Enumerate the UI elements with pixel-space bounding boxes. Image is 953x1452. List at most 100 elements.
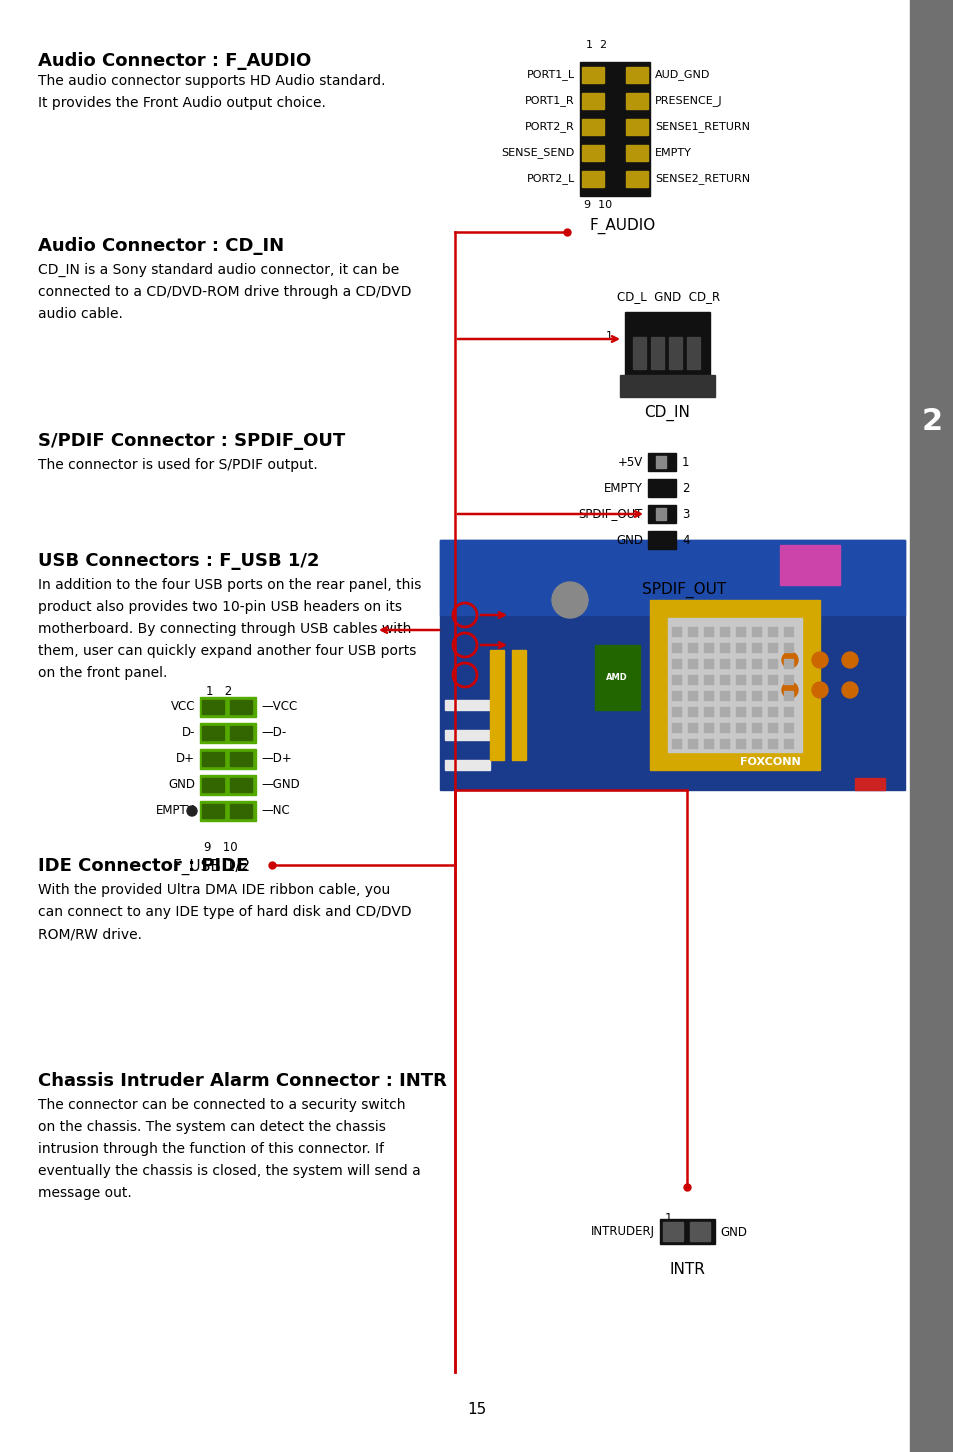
Bar — [735, 675, 744, 684]
Bar — [751, 643, 760, 652]
Bar — [767, 659, 776, 668]
Text: on the front panel.: on the front panel. — [38, 666, 167, 680]
Text: EMPTY: EMPTY — [655, 148, 691, 158]
Bar — [595, 645, 639, 710]
Bar — [751, 627, 760, 636]
Bar — [625, 171, 647, 187]
Bar — [783, 707, 792, 716]
Bar — [667, 619, 801, 752]
Bar — [671, 691, 680, 700]
Bar — [751, 707, 760, 716]
Bar — [200, 802, 255, 820]
Circle shape — [187, 806, 196, 816]
Bar — [720, 627, 728, 636]
Bar — [783, 643, 792, 652]
Text: The audio connector supports HD Audio standard.: The audio connector supports HD Audio st… — [38, 74, 385, 89]
Text: The connector is used for S/PDIF output.: The connector is used for S/PDIF output. — [38, 457, 317, 472]
Text: ROM/RW drive.: ROM/RW drive. — [38, 926, 142, 941]
Bar — [668, 337, 681, 369]
Bar — [687, 691, 697, 700]
Circle shape — [781, 652, 797, 668]
Bar — [512, 650, 525, 759]
Text: 15: 15 — [467, 1403, 486, 1417]
Bar — [671, 707, 680, 716]
Text: audio cable.: audio cable. — [38, 306, 123, 321]
Text: 9  10: 9 10 — [583, 200, 612, 211]
Bar — [767, 643, 776, 652]
Bar — [703, 627, 712, 636]
Bar — [581, 171, 603, 187]
Text: PORT1_L: PORT1_L — [526, 70, 575, 80]
Bar — [735, 627, 744, 636]
Bar — [783, 739, 792, 748]
Bar — [720, 675, 728, 684]
Bar — [671, 659, 680, 668]
Bar — [767, 675, 776, 684]
Text: eventually the chassis is closed, the system will send a: eventually the chassis is closed, the sy… — [38, 1165, 420, 1178]
Bar — [854, 778, 884, 790]
Text: Chassis Intruder Alarm Connector : INTR: Chassis Intruder Alarm Connector : INTR — [38, 1072, 446, 1090]
Bar — [444, 700, 490, 710]
Bar — [751, 691, 760, 700]
Text: In addition to the four USB ports on the rear panel, this: In addition to the four USB ports on the… — [38, 578, 421, 592]
Text: 9   10: 9 10 — [204, 841, 237, 854]
Bar — [735, 691, 744, 700]
Bar — [767, 691, 776, 700]
Text: FOXCONN: FOXCONN — [739, 756, 800, 767]
Text: SENSE1_RETURN: SENSE1_RETURN — [655, 122, 749, 132]
Bar — [202, 804, 224, 817]
Bar — [650, 337, 663, 369]
Circle shape — [811, 682, 827, 698]
Bar — [689, 1223, 709, 1241]
Text: The connector can be connected to a security switch: The connector can be connected to a secu… — [38, 1098, 405, 1112]
Bar — [735, 739, 744, 748]
Bar — [619, 375, 714, 396]
Bar — [625, 67, 647, 83]
Bar — [751, 659, 760, 668]
Text: With the provided Ultra DMA IDE ribbon cable, you: With the provided Ultra DMA IDE ribbon c… — [38, 883, 390, 897]
Circle shape — [781, 682, 797, 698]
Text: on the chassis. The system can detect the chassis: on the chassis. The system can detect th… — [38, 1119, 385, 1134]
Bar — [671, 739, 680, 748]
Bar — [671, 675, 680, 684]
Text: Audio Connector : F_AUDIO: Audio Connector : F_AUDIO — [38, 52, 311, 70]
Text: F_USB 1/2: F_USB 1/2 — [173, 860, 251, 876]
Bar — [581, 145, 603, 161]
Bar — [202, 778, 224, 791]
Bar — [783, 723, 792, 732]
Bar — [735, 659, 744, 668]
Bar — [625, 145, 647, 161]
Bar — [687, 627, 697, 636]
Text: F_AUDIO: F_AUDIO — [589, 218, 656, 234]
Bar — [579, 62, 649, 196]
Bar — [783, 675, 792, 684]
Text: INTRUDERJ: INTRUDERJ — [590, 1225, 655, 1239]
Bar — [200, 775, 255, 796]
Text: 2: 2 — [921, 408, 942, 437]
Text: D-: D- — [181, 726, 194, 739]
Text: motherboard. By connecting through USB cables with: motherboard. By connecting through USB c… — [38, 621, 411, 636]
Bar — [202, 752, 224, 767]
Text: —GND: —GND — [261, 778, 299, 791]
Bar — [703, 643, 712, 652]
Bar — [230, 752, 252, 767]
Bar — [767, 723, 776, 732]
Bar — [751, 739, 760, 748]
Bar — [200, 697, 255, 717]
Text: 1: 1 — [681, 456, 689, 469]
Text: +5V: +5V — [618, 456, 642, 469]
Bar — [720, 691, 728, 700]
Bar — [671, 643, 680, 652]
Bar — [581, 93, 603, 109]
Bar — [624, 312, 709, 378]
Bar — [720, 659, 728, 668]
Text: Audio Connector : CD_IN: Audio Connector : CD_IN — [38, 237, 284, 256]
Bar — [656, 456, 665, 468]
Bar — [200, 723, 255, 743]
Text: SENSE_SEND: SENSE_SEND — [501, 148, 575, 158]
Bar — [687, 707, 697, 716]
Text: 1: 1 — [605, 331, 613, 341]
Text: 1   2: 1 2 — [206, 685, 232, 698]
Bar — [671, 627, 680, 636]
Bar — [581, 67, 603, 83]
